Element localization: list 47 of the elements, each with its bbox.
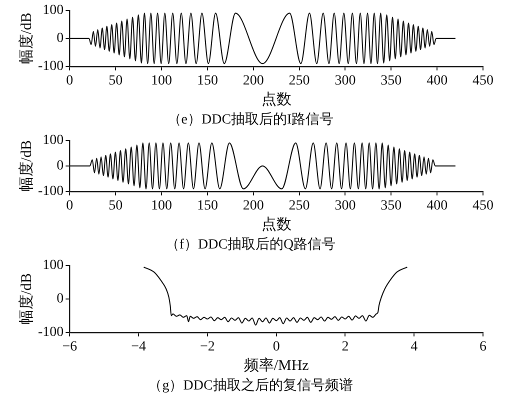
x-tick-label: 200 xyxy=(242,73,264,88)
y-tick-label: 100 xyxy=(42,3,64,18)
x-tick-label: 0 xyxy=(66,73,74,88)
x-tick-label: 6 xyxy=(480,339,486,354)
y-tick-label: -100 xyxy=(38,59,64,74)
y-axis-title: 幅度/dB xyxy=(18,12,35,64)
y-tick-label: 100 xyxy=(42,258,64,274)
x-axis-title: 点数 xyxy=(261,91,292,108)
x-tick-label: 150 xyxy=(196,198,218,214)
x-tick-label: 300 xyxy=(334,198,356,214)
y-axis-title: 幅度/dB xyxy=(18,273,35,325)
x-tick-label: 250 xyxy=(288,198,310,214)
x-tick-label: 350 xyxy=(380,198,402,214)
x-tick-label: 50 xyxy=(108,73,123,88)
y-tick-label: 100 xyxy=(42,133,64,148)
x-tick-label: 250 xyxy=(288,73,310,88)
x-tick-label: 0 xyxy=(66,198,74,214)
y-tick-label: 0 xyxy=(56,31,64,46)
x-axis-title: 频率/MHz xyxy=(244,357,310,374)
text: （e）DDC抽取后的I路信号 xyxy=(167,111,334,128)
x-tick-label: 450 xyxy=(472,198,494,214)
x-tick-label: 400 xyxy=(426,73,448,88)
line-series xyxy=(143,266,408,326)
line-series xyxy=(70,12,456,64)
x-tick-label: 200 xyxy=(242,198,264,214)
x-tick-label: −6 xyxy=(62,339,78,354)
x-tick-label: −2 xyxy=(200,339,215,354)
text: （g）DDC抽取之后的复信号频谱 xyxy=(148,377,353,394)
x-tick-label: 300 xyxy=(334,73,356,88)
x-tick-label: 100 xyxy=(151,198,172,214)
x-tick-label: 450 xyxy=(472,73,494,88)
y-tick-label: 0 xyxy=(56,158,64,174)
y-tick-label: 0 xyxy=(56,292,64,307)
x-tick-label: 100 xyxy=(151,73,172,88)
x-tick-label: 4 xyxy=(410,339,418,354)
x-tick-label: 150 xyxy=(196,73,218,88)
y-axis-title: 幅度/dB xyxy=(18,140,35,192)
x-tick-label: 2 xyxy=(342,339,349,354)
text: （f）DDC抽取后的Q路信号 xyxy=(165,236,336,252)
x-tick-label: 0 xyxy=(272,339,280,354)
x-axis-title: 点数 xyxy=(261,216,292,234)
y-tick-label: -100 xyxy=(38,184,64,200)
y-tick-label: -100 xyxy=(38,325,64,340)
x-tick-label: 400 xyxy=(426,198,448,214)
x-tick-label: −4 xyxy=(131,339,146,354)
x-tick-label: 350 xyxy=(380,73,402,88)
x-tick-label: 50 xyxy=(108,198,123,214)
